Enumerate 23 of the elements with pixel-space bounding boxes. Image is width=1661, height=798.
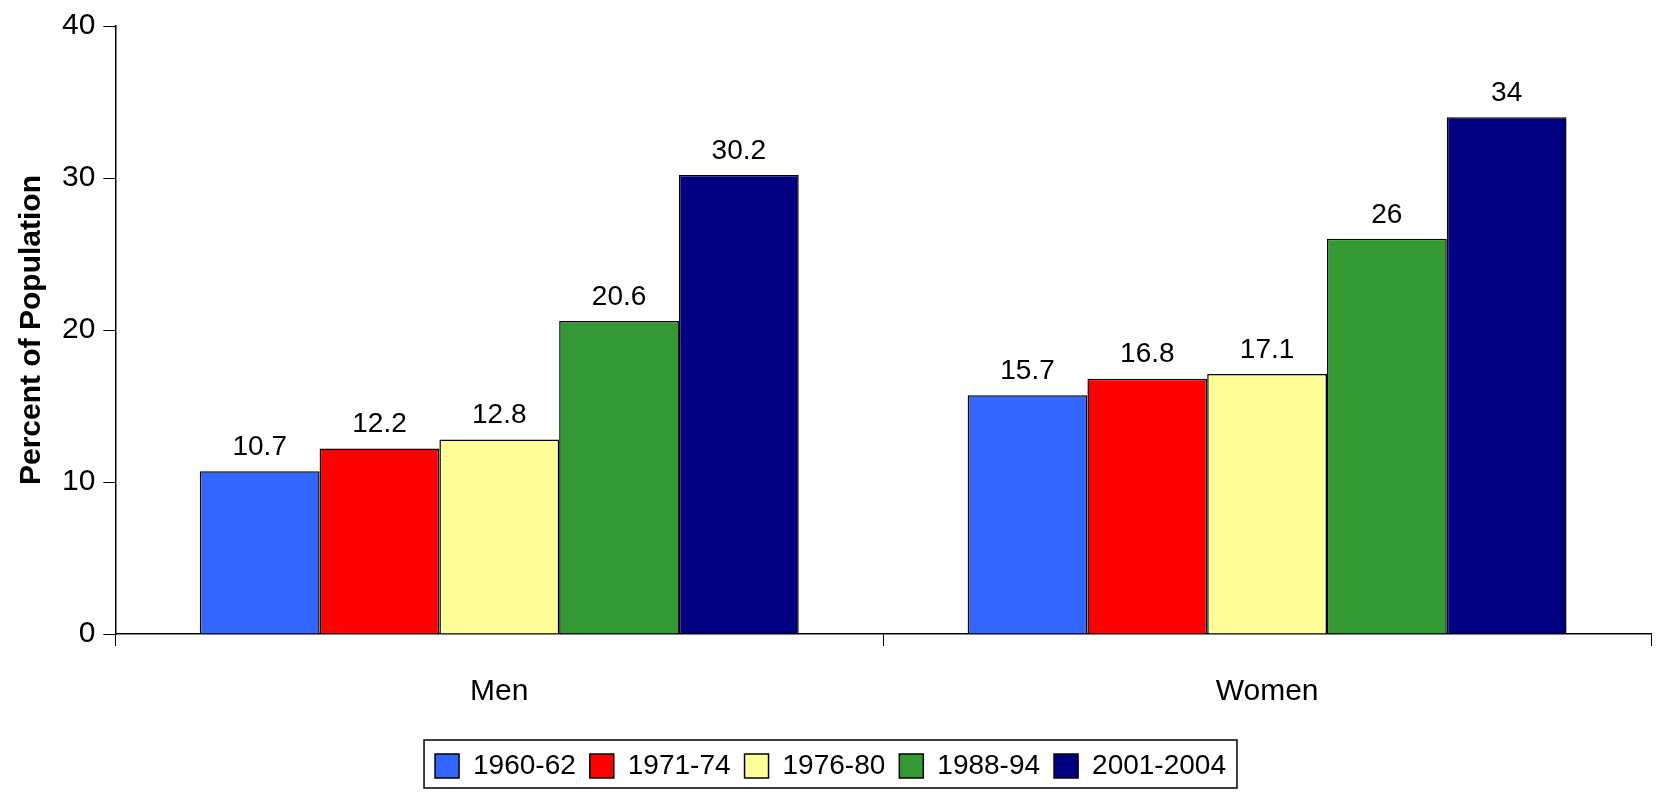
y-tick-label: 20 bbox=[61, 311, 96, 345]
data-label: 10.7 bbox=[232, 430, 287, 462]
data-label: 15.7 bbox=[1000, 354, 1055, 386]
y-axis-title: Percent of Population bbox=[13, 174, 47, 486]
x-tick-label: Women bbox=[1215, 673, 1319, 707]
legend-label: 2001-2004 bbox=[1092, 748, 1226, 780]
data-label: 12.8 bbox=[472, 398, 527, 430]
x-tick-label: Men bbox=[470, 673, 529, 707]
data-label: 12.2 bbox=[352, 407, 407, 439]
data-label: 30.2 bbox=[711, 133, 767, 165]
y-tick-label: 10 bbox=[61, 463, 96, 497]
legend-label: 1960-62 bbox=[473, 748, 576, 780]
data-label: 26 bbox=[1371, 197, 1403, 229]
data-label: 16.8 bbox=[1120, 337, 1175, 369]
y-tick-label: 0 bbox=[78, 615, 96, 649]
legend-label: 1976-80 bbox=[782, 748, 886, 780]
data-label: 34 bbox=[1491, 75, 1523, 107]
data-label: 20.6 bbox=[591, 279, 647, 311]
legend-label: 1988-94 bbox=[937, 748, 1041, 780]
legend-label: 1971-74 bbox=[627, 748, 731, 780]
y-tick-label: 40 bbox=[61, 7, 96, 41]
y-tick-label: 30 bbox=[61, 159, 96, 193]
data-label: 17.1 bbox=[1239, 332, 1295, 364]
